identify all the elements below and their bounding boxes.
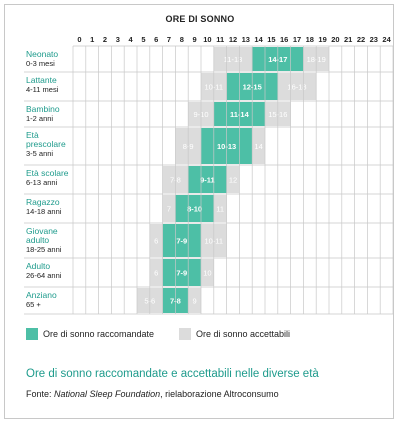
- acceptable-low-bar-label: 7: [167, 205, 171, 214]
- acceptable-high-bar-label: 14: [254, 142, 262, 151]
- category-sublabel: 18-25 anni: [26, 245, 62, 254]
- hour-tick-label: 9: [193, 35, 197, 44]
- acceptable-high-bar: [252, 128, 265, 164]
- hour-tick-label: 23: [370, 35, 378, 44]
- acceptable-low-bar-label: 11-13: [224, 55, 243, 64]
- hour-tick-label: 0: [77, 35, 81, 44]
- category-sublabel: 4-11 mesi: [26, 85, 59, 94]
- legend-recommended-swatch: [26, 328, 38, 340]
- recommended-bar-label: 11-14: [230, 110, 250, 119]
- hour-tick-label: 1: [90, 35, 94, 44]
- hour-tick-label: 21: [344, 35, 352, 44]
- acceptable-high-bar: [188, 288, 201, 313]
- recommended-bar: [175, 195, 214, 222]
- legend-recommended: Ore di sonno raccomandate: [26, 328, 154, 340]
- source-note: Fonte: National Sleep Foundation, rielab…: [26, 389, 279, 399]
- legend-recommended-label: Ore di sonno raccomandate: [43, 329, 155, 339]
- acceptable-high-bar-label: 16-18: [287, 83, 306, 92]
- acceptable-low-bar: [149, 259, 163, 286]
- recommended-bar: [162, 224, 201, 257]
- category-label: Neonato: [26, 49, 58, 59]
- acceptable-high-bar-label: 9: [193, 297, 197, 306]
- acceptable-low-bar-label: 6: [154, 269, 158, 278]
- hour-tick-label: 6: [154, 35, 158, 44]
- recommended-bar-label: 7-9: [176, 237, 187, 246]
- category-label: Età scolare: [26, 168, 69, 178]
- acceptable-high-bar: [213, 195, 227, 222]
- chart-title: ORE DI SONNO: [165, 14, 235, 24]
- source-suffix: , rielaborazione Altroconsumo: [160, 389, 279, 399]
- acceptable-high-bar: [226, 166, 240, 193]
- category-label: prescolare: [26, 139, 66, 149]
- category-sublabel: 26-64 anni: [26, 271, 62, 280]
- hour-tick-label: 5: [141, 35, 145, 44]
- category-sublabel: 1-2 anni: [26, 114, 53, 123]
- hour-tick-label: 11: [216, 35, 224, 44]
- hour-tick-label: 16: [280, 35, 288, 44]
- acceptable-low-bar: [162, 195, 176, 222]
- hour-tick-label: 10: [203, 35, 211, 44]
- hour-tick-label: 18: [306, 35, 314, 44]
- hour-tick-label: 24: [382, 35, 391, 44]
- category-sublabel: 65 +: [26, 300, 41, 309]
- category-label: Bambino: [26, 104, 60, 114]
- hour-tick-label: 14: [254, 35, 263, 44]
- category-label: Anziano: [26, 290, 57, 300]
- hour-tick-label: 2: [103, 35, 107, 44]
- figure-caption: Ore di sonno raccomandate e accettabili …: [26, 368, 319, 380]
- acceptable-high-bar: [277, 73, 317, 100]
- acceptable-low-bar: [213, 47, 253, 71]
- acceptable-high-bar: [201, 259, 214, 286]
- source-prefix: Fonte:: [26, 389, 55, 399]
- hour-tick-label: 8: [180, 35, 184, 44]
- category-label: Lattante: [26, 75, 57, 85]
- legend: Ore di sonno raccomandate Ore di sonno a…: [0, 328, 400, 344]
- category-sublabel: 3-5 anni: [26, 149, 53, 158]
- hour-tick-label: 4: [129, 35, 134, 44]
- hour-tick-label: 13: [242, 35, 250, 44]
- legend-acceptable: Ore di sonno accettabili: [179, 328, 290, 340]
- category-label: Adulto: [26, 261, 50, 271]
- category-label: Giovane: [26, 226, 58, 236]
- hour-tick-label: 7: [167, 35, 171, 44]
- hour-tick-label: 19: [318, 35, 326, 44]
- legend-acceptable-swatch: [179, 328, 191, 340]
- category-label: adulto: [26, 235, 49, 245]
- source-publisher: National Sleep Foundation: [54, 389, 161, 399]
- acceptable-low-bar-label: 6: [154, 237, 158, 246]
- acceptable-high-bar-label: 11: [216, 205, 224, 214]
- category-label: Età: [26, 130, 39, 140]
- recommended-bar-label: 9-11: [200, 176, 215, 185]
- hour-tick-label: 22: [357, 35, 365, 44]
- acceptable-high-bar-label: 12: [229, 176, 237, 185]
- hour-tick-label: 17: [293, 35, 301, 44]
- acceptable-low-bar: [149, 224, 163, 257]
- recommended-bar-label: 7-9: [176, 269, 187, 278]
- legend-acceptable-label: Ore di sonno accettabili: [196, 329, 291, 339]
- hour-tick-label: 15: [267, 35, 275, 44]
- category-sublabel: 14-18 anni: [26, 207, 62, 216]
- acceptable-high-bar-label: 10: [203, 269, 211, 278]
- category-label: Ragazzo: [26, 197, 60, 207]
- hour-tick-label: 20: [331, 35, 339, 44]
- recommended-bar: [188, 166, 227, 193]
- hour-tick-label: 12: [229, 35, 237, 44]
- category-sublabel: 0-3 mesi: [26, 59, 55, 68]
- recommended-bar: [162, 259, 201, 286]
- recommended-bar-label: 8-10: [187, 205, 202, 214]
- hour-tick-label: 3: [116, 35, 120, 44]
- category-sublabel: 6-13 anni: [26, 178, 58, 187]
